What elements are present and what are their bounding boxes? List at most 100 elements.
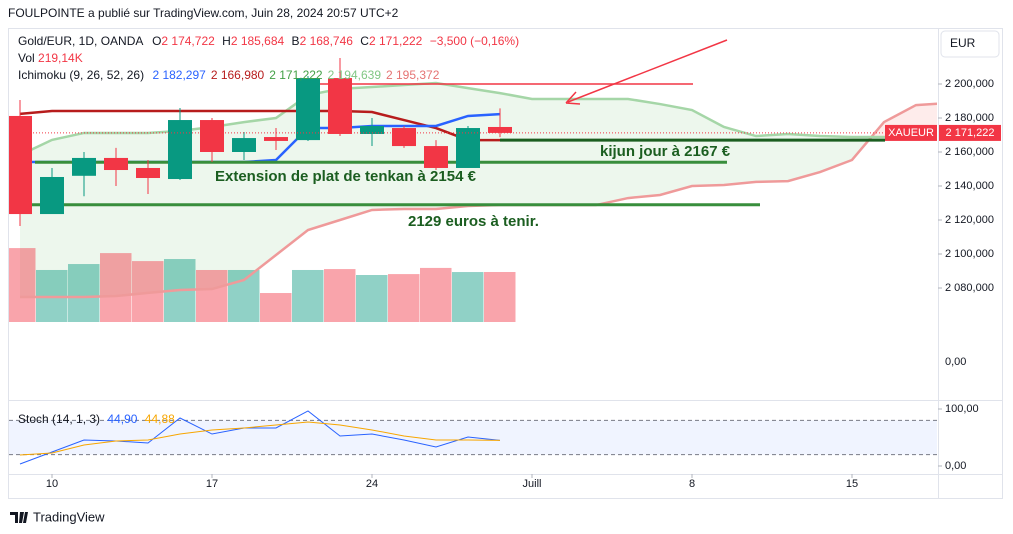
cloud (500, 93, 532, 206)
volume-bar (420, 267, 452, 322)
cloud (756, 133, 788, 182)
logo: TradingView (33, 509, 105, 524)
stoch-value: 44,88 (145, 412, 175, 426)
candle-body (40, 176, 64, 215)
volume-value: 219,14K (38, 51, 83, 65)
price-tag-bg (939, 124, 1001, 141)
cloud (404, 82, 436, 209)
stoch-value: 44,90 (107, 412, 137, 426)
x-tick-label: 17 (206, 478, 218, 490)
cloud (788, 133, 820, 182)
y-tick-label: 2 140,000 (945, 180, 994, 192)
symbol-tag: XAUEUR (888, 127, 934, 139)
volume-bar (68, 264, 100, 322)
legend-value: 2 171,222 (369, 34, 423, 48)
header: FOULPOINTE a publié sur TradingView.com,… (8, 6, 399, 20)
ichimoku-params: (9, 26, 52, 26) (69, 68, 144, 82)
x-tick-label: 24 (366, 478, 378, 490)
legend-key: C (360, 34, 369, 48)
volume-legend: Vol 219,14K (18, 51, 83, 65)
frame (8, 28, 1003, 499)
main-pane (9, 57, 937, 322)
annotation: Extension de plat de tenkan à 2154 € (215, 168, 477, 185)
legend-value: 2 185,684 (231, 34, 285, 48)
symbol-tag-bg (885, 124, 937, 141)
arrow (567, 39, 728, 103)
y-tick-label: 2 180,000 (945, 112, 994, 124)
legend-line: Gold/EUR, 1D, OANDA O2 174,722 H2 185,68… (18, 34, 519, 48)
candle-body (72, 157, 96, 176)
stoch-line (19, 410, 501, 465)
currency[interactable]: EUR (950, 36, 976, 50)
candle-body (456, 128, 480, 168)
legend-key: H (222, 34, 231, 48)
annotation: kijun jour à 2167 € (600, 143, 731, 160)
cloud (692, 110, 724, 186)
y-tick-label: 2 080,000 (945, 282, 994, 294)
candle-body (360, 125, 384, 134)
volume-bar (196, 269, 228, 322)
y-tick-label: 2 100,000 (945, 248, 994, 260)
volume-bar (484, 272, 516, 322)
price-tag: 2 171,222 (946, 127, 995, 139)
cloud (244, 118, 276, 281)
ichimoku-value: 2 194,639 (328, 68, 382, 82)
cloud (628, 98, 660, 199)
candle-body (168, 120, 192, 180)
cloud (532, 98, 564, 206)
x-tick-label: 15 (846, 478, 858, 490)
x-tick-label: Juill (523, 478, 542, 490)
volume-name: Vol (18, 51, 35, 65)
y-tick-label: 2 160,000 (945, 146, 994, 158)
stoch-pane (9, 410, 937, 465)
y-tick-label: 100,00 (945, 403, 979, 415)
volume-bar (260, 293, 292, 322)
x-tick-label: 8 (689, 478, 695, 490)
candle-body (9, 115, 32, 215)
candle-body (296, 78, 320, 141)
volume-bar (9, 248, 36, 322)
ichimoku-value: 2 182,297 (152, 68, 206, 82)
ichimoku-value: 2 166,980 (211, 68, 265, 82)
y-tick-label: 0,00 (945, 356, 966, 368)
cloud (564, 98, 596, 206)
volume-bar (228, 269, 260, 322)
stoch-params: (14, 1, 3) (52, 412, 100, 426)
currency-button[interactable] (940, 30, 1000, 58)
candle-body (200, 120, 224, 152)
ichimoku-value: 2 195,372 (386, 68, 440, 82)
cloud (372, 85, 404, 210)
candle-body (232, 138, 256, 152)
cloud (660, 104, 692, 196)
ichimoku-value: 2 171,222 (269, 68, 323, 82)
x-tick-label: 10 (46, 478, 58, 490)
candle-body (424, 146, 448, 168)
symbol: Gold/EUR, 1D, OANDA (18, 34, 143, 48)
stoch-line (19, 421, 501, 456)
legend-key: O (152, 34, 161, 48)
cloud (820, 136, 852, 173)
ichimoku-legend: Ichimoku (9, 26, 52, 26) 2 182,297 2 166,… (18, 68, 440, 82)
annotation: 2129 euros à tenir. (408, 213, 539, 230)
arrow-head (565, 91, 581, 105)
legend-value: 2 174,722 (161, 34, 215, 48)
volume-bar (100, 253, 132, 322)
stoch-legend: Stoch (14, 1, 3) 44,90 44,88 (18, 412, 175, 426)
volume-bar (388, 274, 420, 322)
volume-bar (452, 272, 484, 322)
legend-value: 2 168,746 (300, 34, 354, 48)
y-tick-label: 2 120,000 (945, 214, 994, 226)
volume-bar (292, 269, 324, 322)
volume-bar (324, 269, 356, 322)
cloud (436, 82, 468, 209)
candle-body (264, 137, 288, 141)
candle-body (328, 78, 352, 134)
legend-key: B (292, 34, 300, 48)
overlay: 2 200,000 2 180,000 2 160,000 2 140,000 2 12… (46, 78, 1001, 490)
candle-body (488, 126, 512, 133)
stoch-name: Stoch (18, 412, 49, 426)
kijun (19, 109, 501, 142)
candle-body (104, 157, 128, 171)
change: −3,500 (−0,16%) (430, 34, 519, 48)
